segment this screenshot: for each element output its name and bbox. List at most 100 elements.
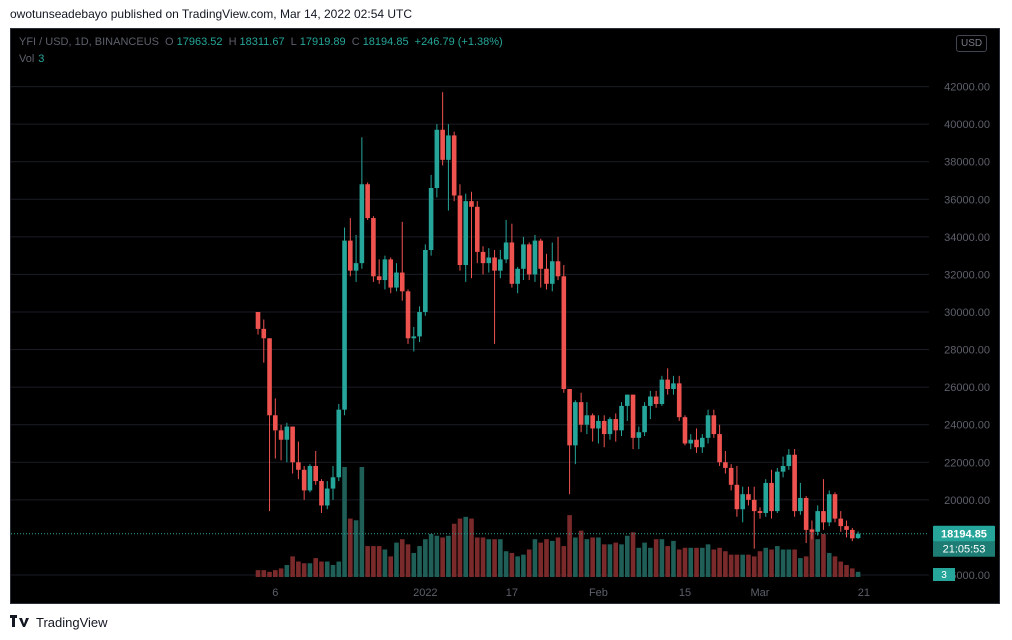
candle-body-92	[786, 454, 792, 467]
volume-bar-64	[624, 535, 630, 577]
candle-body-83	[734, 484, 740, 510]
candle-body-47	[526, 244, 532, 275]
volume-bar-42	[498, 539, 503, 577]
volume-bar-39	[480, 537, 486, 577]
volume-legend: Vol 3	[19, 53, 44, 65]
candle-body-74	[682, 417, 688, 444]
candle-body-33	[446, 135, 451, 160]
candle-body-4	[278, 430, 284, 440]
candle-body-9	[307, 466, 313, 491]
candle-body-27	[411, 336, 417, 339]
volume-bar-79	[711, 549, 717, 577]
candle-body-71	[665, 379, 670, 390]
volume-bar-56	[578, 530, 584, 577]
volume-bar-85	[746, 554, 751, 577]
candle-body-102	[844, 526, 849, 530]
candle-body-81	[723, 462, 728, 468]
candle-body-66	[636, 432, 642, 438]
candle-body-78	[705, 415, 711, 438]
volume-bar-44	[509, 552, 515, 577]
volume-bar-98	[821, 534, 826, 577]
price-tick-label-2: 38000.00	[944, 157, 990, 169]
candle-body-53	[561, 276, 567, 390]
candle-body-100	[832, 494, 838, 519]
volume-bar-90	[775, 546, 780, 577]
price-tick-label-1: 40000.00	[944, 119, 990, 131]
candle-body-24	[394, 272, 399, 288]
publish-line: owotunseadebayo published on TradingView…	[10, 7, 413, 21]
volume-bar-27	[411, 552, 417, 577]
close-label: C	[351, 36, 360, 48]
candlestick-chart[interactable]: 42000.00 40000.00 38000.00 36000.00 34000.00…	[11, 29, 999, 603]
high-value: 18311.67	[239, 36, 285, 48]
last-price-badge	[933, 525, 995, 542]
volume-bar-71	[665, 546, 670, 577]
candle-body-49	[538, 240, 544, 269]
candle-body-70	[659, 379, 665, 405]
volume-bar-62	[613, 542, 619, 577]
candle-body-41	[492, 257, 497, 271]
volume-bar-34	[451, 523, 457, 577]
candle-body-13	[330, 477, 336, 489]
candle-body-69	[653, 396, 659, 405]
candle-body-18	[359, 184, 365, 264]
candle-body-21	[376, 276, 382, 281]
price-tick-label-7: 28000.00	[944, 345, 990, 357]
volume-bar-40	[486, 539, 492, 577]
candle-body-23	[388, 259, 394, 288]
volume-bar-38	[474, 537, 480, 577]
candle-body-80	[717, 434, 722, 463]
candle-body-30	[428, 188, 434, 250]
volume-bar-81	[723, 551, 728, 577]
volume-bar-48	[532, 539, 538, 577]
volume-bar-75	[688, 547, 694, 577]
volume-bar-30	[428, 534, 434, 577]
candle-body-14	[336, 409, 342, 478]
volume-bar-24	[394, 542, 399, 577]
volume-bar-99	[826, 552, 832, 577]
volume-bar-32	[440, 537, 445, 577]
volume-bar-96	[809, 528, 815, 577]
volume-bar-52	[555, 537, 561, 577]
volume-bar-4	[278, 568, 284, 577]
volume-bar-57	[584, 539, 590, 577]
candle-body-57	[584, 415, 590, 425]
currency-button[interactable]: USD	[956, 35, 988, 52]
volume-bar-16	[348, 518, 353, 577]
volume-bar-43	[503, 551, 509, 577]
candle-body-89	[769, 482, 774, 512]
tradingview-logo-icon	[10, 614, 30, 630]
price-tick-label-10: 22000.00	[944, 457, 990, 469]
volume-bar-83	[734, 554, 740, 577]
volume-bar-100	[832, 556, 838, 577]
volume-bar-73	[676, 549, 682, 577]
candle-body-101	[838, 518, 844, 527]
candle-body-0	[255, 311, 261, 329]
volume-bar-87	[757, 551, 763, 577]
volume-bar-67	[642, 542, 647, 577]
volume-bar-26	[405, 544, 411, 577]
candle-body-8	[301, 469, 307, 491]
candle-body-104	[855, 533, 861, 539]
volume-bar-55	[573, 537, 578, 577]
candle-body-90	[775, 471, 780, 512]
volume-bar-51	[549, 540, 555, 577]
candle-body-12	[324, 488, 330, 506]
candle-body-19	[365, 184, 370, 219]
volume-bar-91	[780, 549, 786, 577]
candle-body-2	[267, 338, 272, 416]
candle-body-72	[671, 383, 676, 390]
candle-body-26	[405, 291, 411, 339]
price-tick-label-11: 20000.00	[944, 495, 990, 507]
symbol-label[interactable]: YFI / USD, 1D, BINANCEUS	[19, 36, 159, 48]
volume-bar-88	[763, 547, 769, 577]
candle-body-82	[728, 467, 734, 485]
candle-body-93	[792, 454, 797, 512]
volume-bar-68	[648, 547, 653, 577]
candle-body-86	[751, 499, 757, 512]
volume-bar-6	[290, 556, 295, 577]
chart-frame[interactable]: 42000.00 40000.00 38000.00 36000.00 34000.00…	[10, 28, 1000, 604]
price-tick-label-12: 16000.00	[944, 570, 990, 582]
volume-bar-18	[359, 467, 365, 577]
low-label: L	[290, 36, 297, 48]
